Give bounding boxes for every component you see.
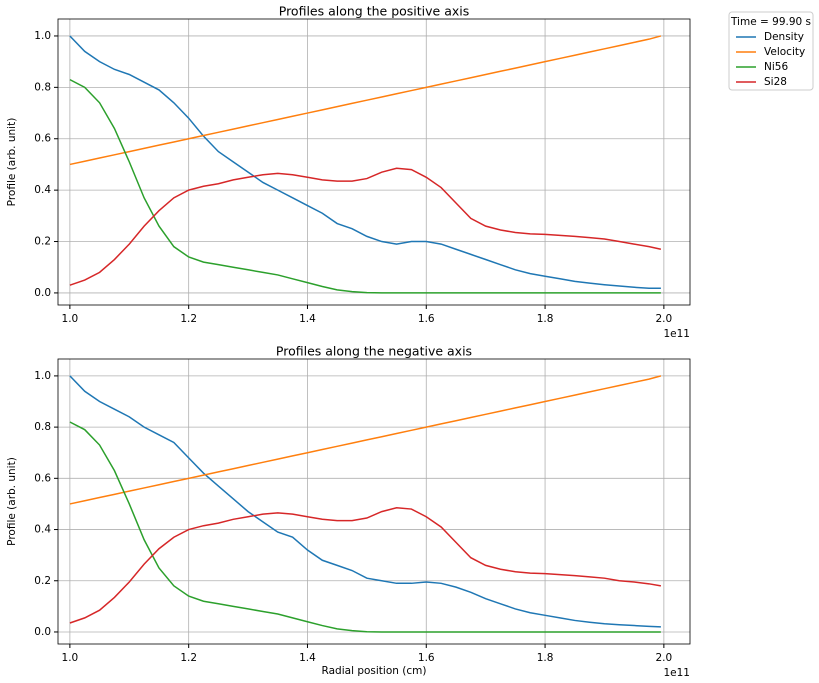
line-series xyxy=(69,35,661,290)
y-tick-label: 0.2 xyxy=(34,236,51,248)
x-tick-label: 1.0 xyxy=(62,652,79,664)
plot-frame xyxy=(57,358,691,645)
x-tick-label: 1.2 xyxy=(180,652,197,664)
x-tick-label: 2.0 xyxy=(656,313,673,325)
chart-title: Profiles along the positive axis xyxy=(279,4,470,19)
line-series xyxy=(69,167,662,286)
y-tick-label: 0.4 xyxy=(34,524,51,536)
legend-label: Velocity xyxy=(764,46,805,58)
line-series xyxy=(69,421,661,633)
y-tick-label: 0.6 xyxy=(34,133,51,145)
line-series xyxy=(69,35,662,166)
line-series xyxy=(69,507,662,624)
y-tick-label: 0.0 xyxy=(34,287,51,299)
plot-frame xyxy=(57,18,691,306)
x-tick-label: 1.2 xyxy=(180,313,197,325)
y-tick-label: 1.0 xyxy=(34,370,51,382)
legend-label: Si28 xyxy=(764,76,787,88)
y-tick-label: 0.4 xyxy=(34,184,51,196)
y-tick-label: 0.6 xyxy=(34,472,51,484)
y-tick-label: 0.0 xyxy=(34,626,51,638)
x-tick-label: 1.4 xyxy=(299,652,316,664)
x-tick-label: 1.6 xyxy=(418,313,435,325)
x-tick-label: 1.6 xyxy=(418,652,435,664)
y-axis-label: Profile (arb. unit) xyxy=(6,457,18,546)
y-tick-label: 0.8 xyxy=(34,421,51,433)
x-offset-label: 1e11 xyxy=(663,667,690,679)
legend-label: Ni56 xyxy=(764,61,788,73)
legend-title: Time = 99.90 s xyxy=(730,16,811,28)
x-tick-label: 1.8 xyxy=(537,652,554,664)
chart-title: Profiles along the negative axis xyxy=(276,344,472,359)
line-series xyxy=(69,375,661,628)
x-tick-label: 1.0 xyxy=(62,313,79,325)
line-series xyxy=(69,375,662,505)
legend-label: Density xyxy=(764,31,804,43)
y-tick-label: 1.0 xyxy=(34,30,51,42)
y-axis-label: Profile (arb. unit) xyxy=(6,118,18,207)
x-tick-label: 2.0 xyxy=(656,652,673,664)
x-tick-label: 1.8 xyxy=(537,313,554,325)
y-tick-label: 0.2 xyxy=(34,575,51,587)
x-axis-label: Radial position (cm) xyxy=(322,665,427,677)
line-series xyxy=(69,78,661,294)
y-tick-label: 0.8 xyxy=(34,81,51,93)
x-offset-label: 1e11 xyxy=(663,328,690,340)
legend-box xyxy=(728,11,814,91)
x-tick-label: 1.4 xyxy=(299,313,316,325)
